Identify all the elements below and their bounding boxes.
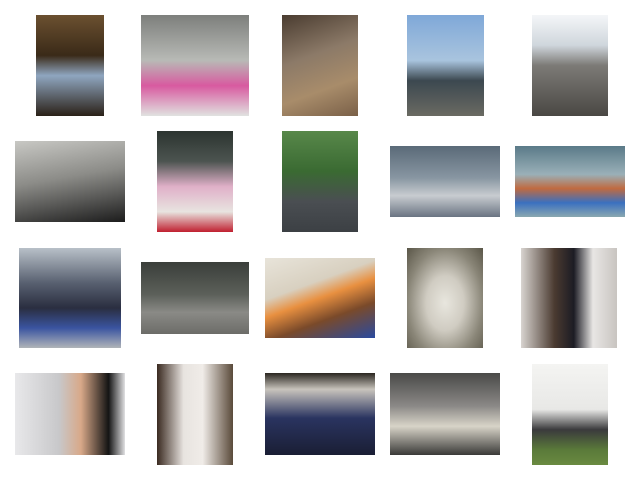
photo [141, 15, 249, 116]
photo [521, 248, 617, 348]
photo [265, 373, 375, 455]
photo [36, 15, 104, 116]
photo [141, 262, 249, 334]
photo [265, 258, 375, 338]
photo [407, 15, 484, 116]
photo [515, 146, 625, 217]
photo [532, 364, 608, 465]
photo [282, 131, 358, 232]
photo [390, 373, 500, 455]
photo [407, 248, 483, 348]
photo [15, 373, 125, 455]
photo [19, 248, 121, 348]
photo [390, 146, 500, 217]
photo [157, 364, 233, 465]
photo [15, 141, 125, 222]
photo [157, 131, 233, 232]
photo [282, 15, 358, 116]
photo [532, 15, 608, 116]
